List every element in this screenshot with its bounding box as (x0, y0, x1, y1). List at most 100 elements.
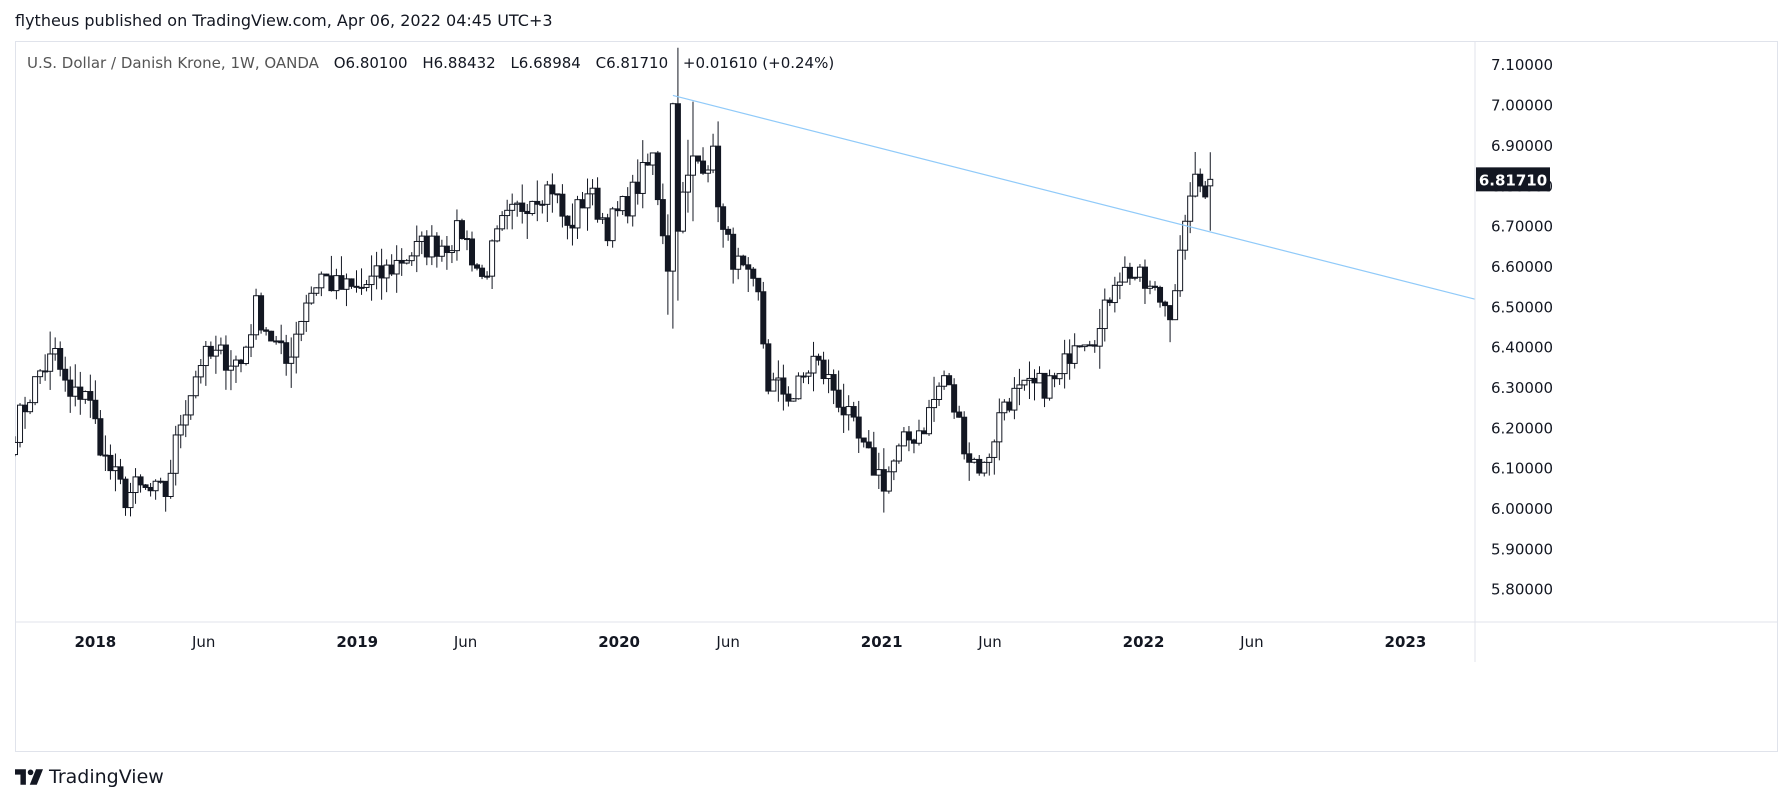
candle[interactable] (37, 369, 44, 384)
candle[interactable] (202, 341, 209, 386)
candle[interactable] (946, 372, 953, 386)
candle[interactable] (62, 356, 69, 392)
candle[interactable] (810, 341, 817, 392)
candle[interactable] (890, 459, 897, 481)
candle[interactable] (639, 140, 646, 209)
candle[interactable] (152, 479, 159, 500)
candle[interactable] (102, 435, 109, 471)
candle[interactable] (1091, 340, 1098, 353)
candle[interactable] (905, 426, 912, 452)
candle[interactable] (509, 193, 516, 230)
candle[interactable] (243, 345, 250, 366)
candle[interactable] (1187, 182, 1194, 234)
candle[interactable] (921, 427, 928, 435)
candle[interactable] (750, 266, 757, 287)
candle[interactable] (674, 47, 681, 301)
candle[interactable] (710, 133, 717, 174)
candle[interactable] (780, 364, 787, 411)
candle[interactable] (283, 334, 290, 376)
candle[interactable] (775, 360, 782, 402)
candle[interactable] (469, 231, 476, 272)
candle[interactable] (589, 179, 596, 206)
candle[interactable] (313, 287, 320, 296)
candle[interactable] (900, 427, 907, 447)
candle[interactable] (353, 270, 360, 293)
candle[interactable] (232, 355, 239, 383)
candle[interactable] (413, 225, 420, 273)
candle[interactable] (303, 294, 310, 332)
candle[interactable] (448, 245, 455, 264)
candle[interactable] (212, 335, 219, 374)
candle[interactable] (800, 372, 807, 384)
candle[interactable] (258, 292, 265, 334)
candle[interactable] (614, 201, 621, 217)
candle[interactable] (127, 482, 134, 517)
candle[interactable] (499, 211, 506, 231)
candle[interactable] (408, 252, 415, 266)
candle[interactable] (338, 256, 345, 290)
candle[interactable] (835, 370, 842, 413)
candle[interactable] (117, 458, 124, 485)
candle[interactable] (47, 331, 54, 390)
candle[interactable] (273, 335, 280, 345)
candle[interactable] (1056, 373, 1063, 385)
candle[interactable] (318, 271, 325, 297)
candle[interactable] (619, 195, 626, 216)
candle[interactable] (549, 173, 556, 213)
candle[interactable] (142, 484, 149, 490)
candle[interactable] (368, 255, 375, 301)
candle[interactable] (609, 206, 616, 248)
candle[interactable] (830, 369, 837, 405)
candle[interactable] (689, 101, 696, 222)
candle[interactable] (97, 410, 104, 457)
candle[interactable] (539, 200, 546, 214)
candle[interactable] (1036, 366, 1043, 384)
candle[interactable] (1177, 235, 1184, 297)
candle[interactable] (1026, 361, 1033, 400)
candle[interactable] (584, 178, 591, 231)
candle[interactable] (87, 374, 94, 418)
candle[interactable] (192, 370, 199, 399)
candle[interactable] (1101, 288, 1108, 342)
candle[interactable] (720, 203, 727, 248)
candle[interactable] (895, 443, 902, 464)
candle[interactable] (77, 371, 84, 415)
candle[interactable] (850, 401, 857, 422)
candle[interactable] (1016, 368, 1023, 406)
candle[interactable] (805, 370, 812, 385)
candle[interactable] (870, 431, 877, 476)
candle[interactable] (1021, 379, 1028, 391)
candle[interactable] (529, 200, 536, 216)
candle[interactable] (263, 327, 270, 336)
candle[interactable] (1031, 369, 1038, 401)
candle[interactable] (328, 255, 335, 292)
candle[interactable] (860, 437, 867, 448)
candle[interactable] (1182, 214, 1189, 260)
candle[interactable] (167, 459, 174, 499)
candle[interactable] (428, 225, 435, 266)
candle[interactable] (770, 372, 777, 392)
candle[interactable] (207, 341, 214, 359)
candle[interactable] (544, 180, 551, 222)
candle[interactable] (649, 152, 656, 175)
candlestick-chart[interactable]: 7.100007.000006.900006.800006.700006.600… (15, 41, 1778, 752)
candle[interactable] (27, 399, 34, 415)
candle[interactable] (951, 378, 958, 419)
candle[interactable] (403, 259, 410, 265)
candle[interactable] (700, 147, 707, 175)
candle[interactable] (865, 430, 872, 449)
candle[interactable] (755, 277, 762, 301)
candle[interactable] (986, 453, 993, 476)
candle[interactable] (433, 232, 440, 268)
candle[interactable] (941, 370, 948, 390)
candle[interactable] (52, 337, 59, 361)
candle[interactable] (222, 335, 229, 390)
candle[interactable] (991, 439, 998, 475)
candle[interactable] (926, 399, 933, 436)
candle[interactable] (1066, 339, 1073, 380)
candle[interactable] (1006, 397, 1013, 413)
candle[interactable] (679, 181, 686, 234)
candle[interactable] (393, 245, 400, 293)
candle[interactable] (559, 184, 566, 228)
candle[interactable] (519, 184, 526, 224)
